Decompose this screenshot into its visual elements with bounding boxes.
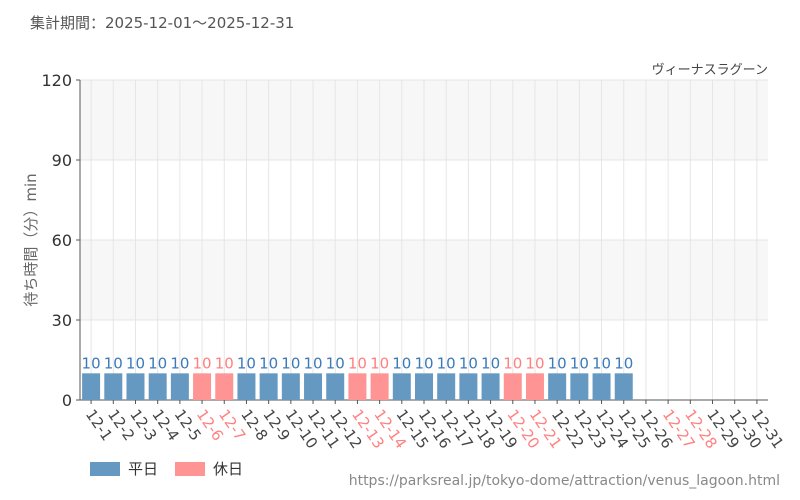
bar bbox=[459, 373, 478, 400]
data-label: 10 bbox=[126, 354, 145, 372]
y-tick-label: 120 bbox=[41, 71, 72, 90]
bar bbox=[614, 373, 633, 400]
bar bbox=[82, 373, 101, 400]
bar bbox=[437, 373, 456, 400]
data-label: 10 bbox=[170, 354, 189, 372]
data-label: 10 bbox=[259, 354, 278, 372]
data-label: 10 bbox=[392, 354, 411, 372]
bar bbox=[326, 373, 345, 400]
y-axis-title: 待ち時間（分）min bbox=[22, 173, 40, 306]
data-label: 10 bbox=[104, 354, 123, 372]
bar bbox=[215, 373, 234, 400]
legend-holiday: 休日 bbox=[175, 458, 243, 479]
bar bbox=[592, 373, 611, 400]
data-label: 10 bbox=[193, 354, 212, 372]
data-label: 10 bbox=[592, 354, 611, 372]
y-tick-label: 0 bbox=[62, 391, 72, 410]
legend-holiday-swatch bbox=[175, 461, 205, 476]
data-label: 10 bbox=[370, 354, 389, 372]
data-label: 10 bbox=[237, 354, 256, 372]
data-label: 10 bbox=[148, 354, 167, 372]
data-label: 10 bbox=[82, 354, 101, 372]
data-label: 10 bbox=[548, 354, 567, 372]
bar bbox=[392, 373, 411, 400]
bar bbox=[304, 373, 323, 400]
bar bbox=[548, 373, 567, 400]
y-tick-label: 60 bbox=[52, 231, 72, 250]
bar bbox=[370, 373, 389, 400]
data-label: 10 bbox=[614, 354, 633, 372]
bar bbox=[148, 373, 167, 400]
bar bbox=[237, 373, 256, 400]
bar bbox=[570, 373, 589, 400]
y-tick-label: 90 bbox=[52, 151, 72, 170]
y-tick-label: 30 bbox=[52, 311, 72, 330]
chart-title: ヴィーナスラグーン bbox=[652, 62, 768, 78]
bar bbox=[170, 373, 189, 400]
data-label: 10 bbox=[303, 354, 322, 372]
data-label: 10 bbox=[481, 354, 500, 372]
bar bbox=[503, 373, 522, 400]
period-label: 集計期間：2025-12-01～2025-12-31 bbox=[30, 14, 295, 32]
bar bbox=[348, 373, 367, 400]
legend-weekday: 平日 bbox=[90, 458, 158, 479]
data-label: 10 bbox=[414, 354, 433, 372]
legend-weekday-swatch bbox=[90, 461, 120, 476]
bar bbox=[525, 373, 544, 400]
bar bbox=[193, 373, 212, 400]
data-label: 10 bbox=[525, 354, 544, 372]
bar bbox=[281, 373, 300, 400]
data-label: 10 bbox=[437, 354, 456, 372]
source-url: https://parksreal.jp/tokyo-dome/attracti… bbox=[348, 473, 780, 489]
data-label: 10 bbox=[570, 354, 589, 372]
bar bbox=[259, 373, 278, 400]
legend-holiday-label: 休日 bbox=[213, 460, 244, 478]
bar bbox=[126, 373, 145, 400]
legend-weekday-label: 平日 bbox=[128, 460, 159, 478]
data-label: 10 bbox=[459, 354, 478, 372]
bar bbox=[415, 373, 433, 400]
data-label: 10 bbox=[326, 354, 345, 372]
bar bbox=[104, 373, 123, 400]
bar bbox=[481, 373, 500, 400]
data-label: 10 bbox=[503, 354, 522, 372]
data-label: 10 bbox=[348, 354, 367, 372]
data-label: 10 bbox=[215, 354, 234, 372]
data-label: 10 bbox=[281, 354, 300, 372]
